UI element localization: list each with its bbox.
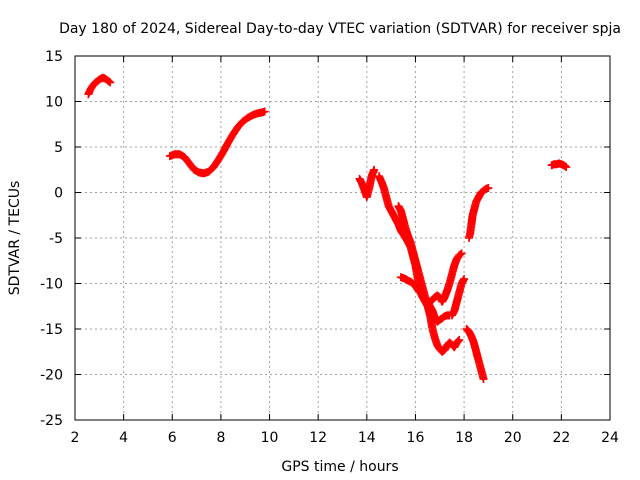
y-tick-label: 5: [54, 140, 63, 156]
y-tick-label: -20: [40, 368, 63, 384]
x-axis-label: GPS time / hours: [281, 459, 398, 475]
y-tick-label: -25: [40, 413, 63, 429]
y-tick-label: 0: [54, 186, 63, 202]
x-tick-label: 24: [601, 430, 619, 446]
x-tick-label: 20: [504, 430, 522, 446]
data-point-interp: [454, 336, 463, 345]
data-point: [370, 165, 379, 174]
grid: [75, 56, 610, 420]
x-tick-label: 18: [455, 430, 473, 446]
series-arc-7: [447, 274, 469, 320]
data-point: [260, 107, 269, 116]
x-tick-label: 2: [71, 430, 80, 446]
chart-title: Day 180 of 2024, Sidereal Day-to-day VTE…: [59, 21, 621, 37]
data-point: [484, 183, 493, 192]
data-markers: [84, 73, 571, 384]
x-tick-label: 16: [407, 430, 425, 446]
series-arc-6: [396, 249, 466, 306]
y-tick-label: 15: [45, 49, 63, 65]
y-tick-label: -10: [40, 277, 63, 293]
x-tick-label: 14: [358, 430, 376, 446]
data-point: [106, 78, 115, 87]
data-point: [562, 163, 571, 172]
series-arc-1: [84, 73, 115, 99]
data-point: [460, 274, 469, 283]
series-arc-10: [547, 159, 571, 172]
data-point: [479, 375, 488, 384]
y-tick-label: -15: [40, 322, 63, 338]
x-tick-label: 22: [552, 430, 570, 446]
series-arc-3: [355, 165, 379, 202]
data-point-interp: [456, 250, 465, 259]
series-arc-2: [165, 107, 269, 178]
series-arc-9: [464, 183, 493, 242]
x-tick-label: 10: [261, 430, 279, 446]
data-point-interp: [453, 337, 462, 346]
series-arc-8: [462, 325, 488, 384]
x-tick-label: 4: [119, 430, 128, 446]
data-point: [455, 335, 464, 344]
data-point-interp: [105, 77, 114, 86]
series-arc-5: [394, 202, 454, 326]
data-point: [457, 249, 466, 258]
y-axis-label: SDTVAR / TECUs: [7, 181, 23, 296]
x-tick-label: 8: [216, 430, 225, 446]
data-point-interp: [561, 162, 570, 171]
x-tick-label: 6: [168, 430, 177, 446]
y-tick-label: 10: [45, 95, 63, 111]
x-tick-label: 12: [309, 430, 327, 446]
y-tick-label: -5: [49, 231, 63, 247]
